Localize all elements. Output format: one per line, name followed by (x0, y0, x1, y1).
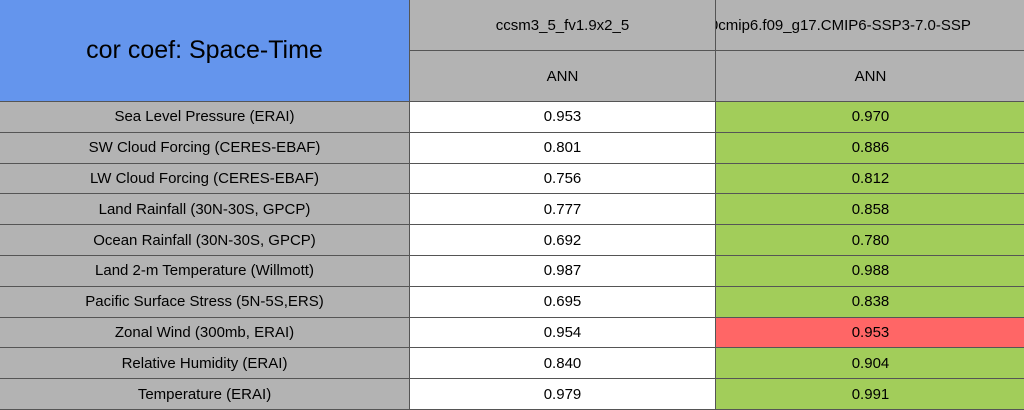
value-cell: 0.904 (716, 348, 1024, 380)
value-cell: 0.953 (410, 102, 716, 133)
row-label: Zonal Wind (300mb, ERAI) (0, 317, 410, 349)
row-label: Land Rainfall (30N-30S, GPCP) (0, 194, 410, 226)
value-cell: 0.953 (716, 317, 1024, 349)
value-cell: 0.756 (410, 163, 716, 195)
value-cell: 0.695 (410, 286, 716, 318)
value-cell: 0.988 (716, 256, 1024, 287)
row-label: LW Cloud Forcing (CERES-EBAF) (0, 163, 410, 195)
period-header: ANN (716, 51, 1024, 102)
value-cell: 0.886 (716, 132, 1024, 164)
value-cell: 0.970 (716, 102, 1024, 133)
value-cell: 0.801 (410, 132, 716, 164)
row-label: Pacific Surface Stress (5N-5S,ERS) (0, 286, 410, 318)
row-label: SW Cloud Forcing (CERES-EBAF) (0, 132, 410, 164)
table-title: cor coef: Space-Time (0, 0, 410, 102)
value-cell: 0.858 (716, 194, 1024, 226)
row-label: Temperature (ERAI) (0, 379, 410, 410)
value-cell: 0.838 (716, 286, 1024, 318)
value-cell: 0.780 (716, 225, 1024, 256)
value-cell: 0.840 (410, 348, 716, 380)
row-label: Land 2-m Temperature (Willmott) (0, 256, 410, 287)
value-cell: 0.692 (410, 225, 716, 256)
period-header: ANN (410, 51, 716, 102)
column-header-text: e21.BSSP370cmip6.f09_g17.CMIP6-SSP3-7.0-… (716, 16, 971, 34)
value-cell: 0.979 (410, 379, 716, 410)
row-label: Ocean Rainfall (30N-30S, GPCP) (0, 225, 410, 256)
value-cell: 0.991 (716, 379, 1024, 410)
value-cell: 0.987 (410, 256, 716, 287)
value-cell: 0.954 (410, 317, 716, 349)
value-cell: 0.777 (410, 194, 716, 226)
column-header: e21.BSSP370cmip6.f09_g17.CMIP6-SSP3-7.0-… (716, 0, 1024, 51)
row-label: Relative Humidity (ERAI) (0, 348, 410, 380)
column-header: ccsm3_5_fv1.9x2_5 (410, 0, 716, 51)
row-label: Sea Level Pressure (ERAI) (0, 102, 410, 133)
value-cell: 0.812 (716, 163, 1024, 195)
